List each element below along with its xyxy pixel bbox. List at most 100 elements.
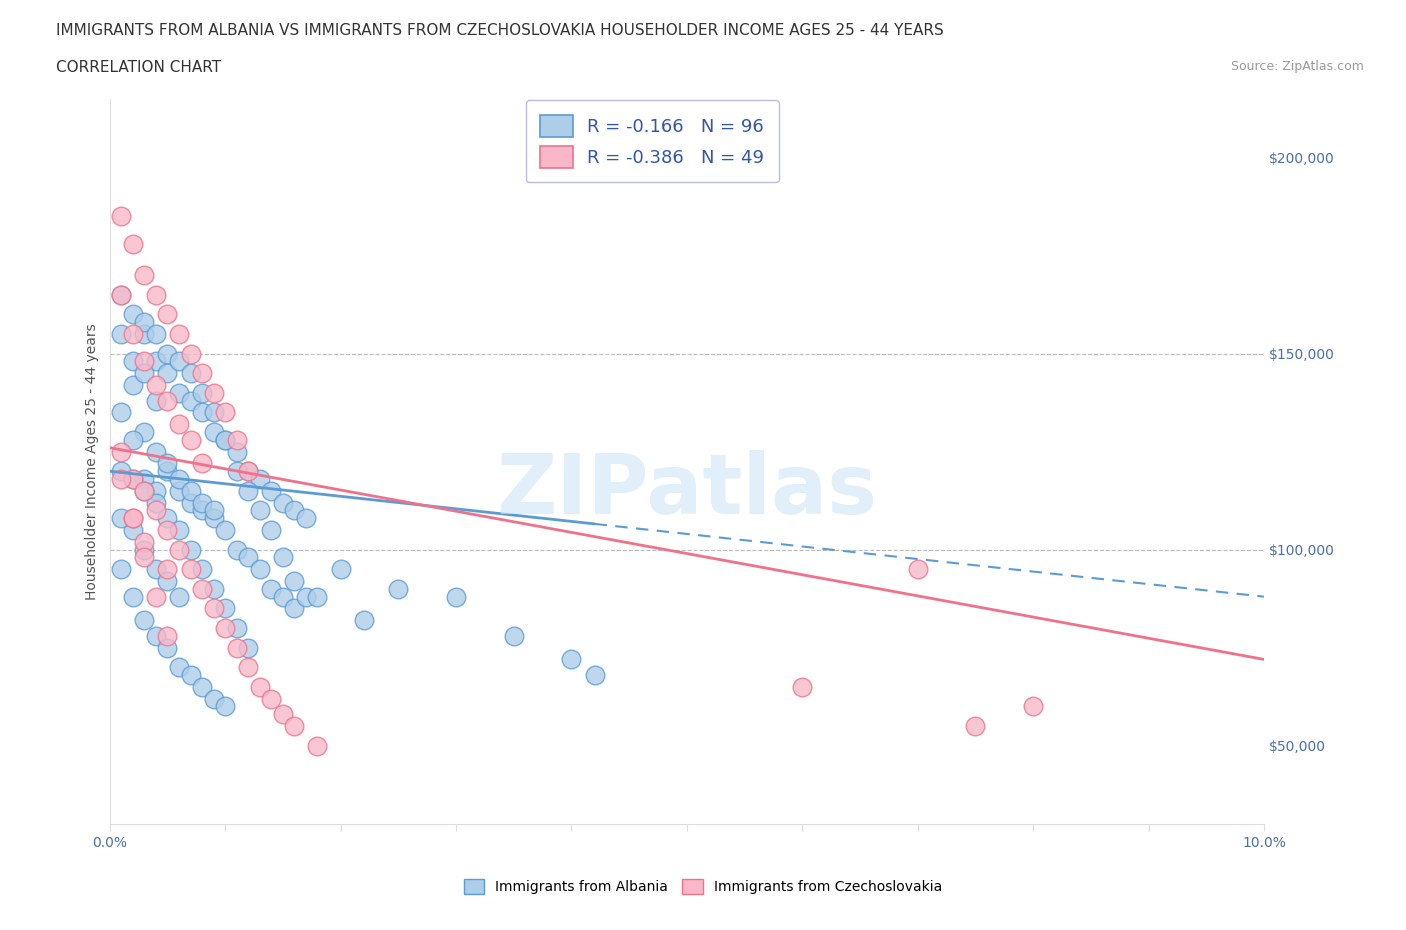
Point [134, 425, 156, 440]
Point [329, 562, 352, 577]
Point [180, 495, 202, 510]
Point [167, 484, 190, 498]
Point [191, 581, 214, 596]
Point [180, 365, 202, 380]
Point [283, 601, 305, 616]
Point [583, 668, 606, 683]
Point [134, 484, 156, 498]
Point [134, 542, 156, 557]
Text: Source: ZipAtlas.com: Source: ZipAtlas.com [1230, 60, 1364, 73]
Point [156, 523, 179, 538]
Point [156, 640, 179, 655]
Point [249, 562, 271, 577]
Point [156, 511, 179, 525]
Point [110, 405, 132, 419]
Point [271, 590, 294, 604]
Point [307, 738, 329, 753]
Point [145, 378, 167, 392]
Point [145, 484, 167, 498]
Point [145, 629, 167, 644]
Point [121, 511, 143, 525]
Point [110, 287, 132, 302]
Point [121, 378, 143, 392]
Point [965, 719, 987, 734]
Point [145, 495, 167, 510]
Text: CORRELATION CHART: CORRELATION CHART [56, 60, 221, 75]
Point [180, 432, 202, 447]
Point [156, 346, 179, 361]
Point [134, 472, 156, 486]
Point [214, 601, 236, 616]
Point [191, 562, 214, 577]
Point [202, 503, 225, 518]
Y-axis label: Householder Income Ages 25 - 44 years: Householder Income Ages 25 - 44 years [86, 323, 100, 600]
Point [238, 550, 260, 565]
Point [225, 464, 247, 479]
Point [202, 691, 225, 706]
Point [225, 542, 247, 557]
Point [202, 385, 225, 400]
Point [134, 326, 156, 341]
Point [156, 456, 179, 471]
Point [249, 680, 271, 695]
Point [307, 590, 329, 604]
Text: IMMIGRANTS FROM ALBANIA VS IMMIGRANTS FROM CZECHOSLOVAKIA HOUSEHOLDER INCOME AGE: IMMIGRANTS FROM ALBANIA VS IMMIGRANTS FR… [56, 23, 943, 38]
Point [225, 445, 247, 459]
Text: ZIPatlas: ZIPatlas [496, 450, 877, 531]
Point [560, 652, 582, 667]
Point [134, 365, 156, 380]
Point [225, 640, 247, 655]
Point [145, 393, 167, 408]
Point [167, 385, 190, 400]
Point [214, 523, 236, 538]
Point [214, 620, 236, 635]
Point [1022, 699, 1045, 714]
Point [444, 590, 467, 604]
Point [167, 354, 190, 369]
Point [214, 405, 236, 419]
Point [134, 314, 156, 329]
Point [249, 472, 271, 486]
Point [110, 562, 132, 577]
Point [238, 464, 260, 479]
Point [134, 535, 156, 550]
Point [202, 511, 225, 525]
Point [134, 268, 156, 283]
Point [156, 307, 179, 322]
Point [271, 707, 294, 722]
Point [145, 562, 167, 577]
Point [121, 354, 143, 369]
Point [167, 590, 190, 604]
Point [110, 326, 132, 341]
Point [145, 287, 167, 302]
Point [180, 668, 202, 683]
Point [121, 432, 143, 447]
Point [225, 432, 247, 447]
Point [156, 393, 179, 408]
Point [156, 574, 179, 589]
Point [167, 326, 190, 341]
Point [353, 613, 375, 628]
Point [202, 405, 225, 419]
Point [134, 550, 156, 565]
Point [156, 464, 179, 479]
Point [191, 495, 214, 510]
Point [134, 613, 156, 628]
Point [145, 354, 167, 369]
Point [121, 523, 143, 538]
Point [191, 503, 214, 518]
Point [191, 405, 214, 419]
Point [271, 495, 294, 510]
Point [191, 680, 214, 695]
Point [134, 354, 156, 369]
Point [110, 209, 132, 224]
Point [238, 640, 260, 655]
Point [191, 385, 214, 400]
Point [121, 236, 143, 251]
Point [260, 523, 283, 538]
Point [167, 472, 190, 486]
Point [202, 425, 225, 440]
Point [145, 590, 167, 604]
Point [121, 472, 143, 486]
Point [110, 472, 132, 486]
